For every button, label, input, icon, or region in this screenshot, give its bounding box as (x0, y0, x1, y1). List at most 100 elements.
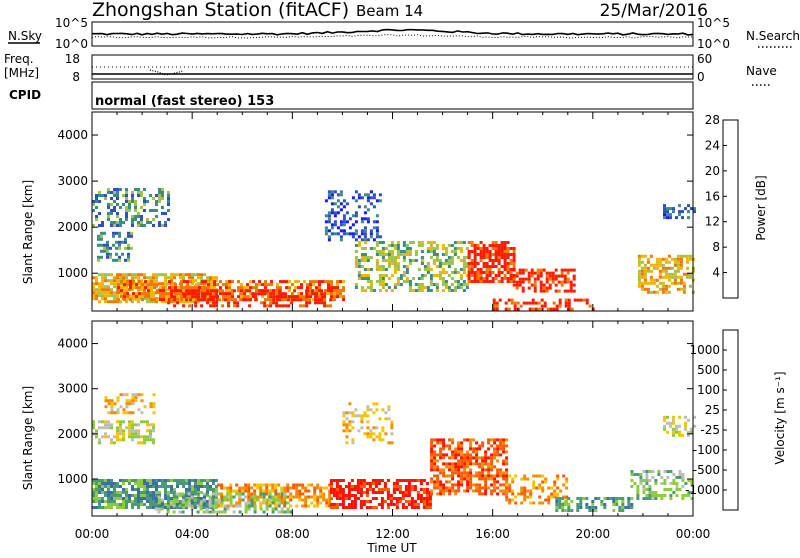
velocity-cell (131, 426, 134, 430)
power-cell (191, 292, 195, 296)
power-cell (342, 232, 346, 236)
power-cell (315, 292, 318, 296)
velocity-cell (253, 507, 257, 511)
power-cell (515, 283, 519, 287)
velocity-cell (92, 423, 95, 427)
velocity-cell (347, 485, 351, 488)
velocity-cell (678, 488, 682, 491)
velocity-cell (214, 501, 218, 505)
velocity-cell (116, 399, 120, 403)
power-cell (675, 216, 678, 220)
power-cell (327, 220, 331, 224)
power-cell (143, 288, 146, 292)
velocity-cell (341, 503, 345, 506)
power-cell (215, 276, 218, 280)
power-cell (506, 256, 510, 259)
power-cell (423, 268, 427, 271)
velocity-cell (386, 494, 390, 497)
power-cell (98, 212, 101, 215)
velocity-cell (523, 486, 527, 490)
power-cell (164, 212, 167, 215)
power-cell (444, 250, 448, 253)
velocity-cell (496, 480, 500, 484)
velocity-cell (244, 507, 248, 511)
power-cell (363, 247, 367, 250)
colorbar-tick-label: 24 (705, 138, 720, 152)
velocity-cell (137, 482, 140, 485)
velocity-cell (457, 450, 461, 454)
velocity-cell (107, 497, 110, 500)
velocity-cell (155, 497, 158, 500)
power-cell (687, 210, 690, 214)
power-cell (426, 286, 430, 289)
freq-panel (91, 54, 694, 80)
power-cell (390, 244, 394, 247)
velocity-cell (350, 494, 354, 497)
power-cell (329, 298, 333, 302)
velocity-ytick-label: 3000 (57, 382, 88, 396)
power-cell (408, 250, 412, 253)
velocity-cell (137, 503, 140, 506)
velocity-cell (146, 485, 149, 488)
power-cell (512, 253, 516, 256)
power-cell (363, 241, 367, 244)
velocity-cell (523, 489, 527, 493)
power-cell (308, 301, 312, 305)
freq-tick-top: 18 (65, 52, 80, 66)
power-cell (113, 191, 116, 194)
power-cell (107, 279, 110, 283)
power-cell (429, 250, 433, 253)
power-cell (207, 295, 210, 299)
power-cell (309, 280, 312, 284)
power-cell (500, 247, 504, 250)
power-cell (134, 273, 137, 277)
power-cell (342, 217, 346, 221)
power-cell (215, 301, 219, 305)
power-cell (131, 300, 134, 304)
power-cell (107, 218, 110, 221)
velocity-cell (681, 433, 684, 437)
velocity-cell (541, 501, 545, 505)
power-cell (138, 295, 141, 299)
velocity-cell (690, 497, 694, 500)
velocity-cell (119, 506, 122, 509)
velocity-cell (351, 414, 355, 418)
power-cell (123, 295, 126, 299)
nsky-trace (92, 28, 694, 36)
power-cell (327, 217, 331, 221)
power-cell (456, 286, 460, 289)
velocity-cell (197, 482, 200, 485)
power-cell (141, 283, 144, 287)
power-cell (239, 292, 243, 296)
power-cell (363, 205, 367, 209)
power-cell (485, 250, 489, 253)
power-cell (98, 294, 101, 298)
velocity-cell (152, 482, 155, 485)
power-cell (470, 244, 474, 247)
velocity-cell (439, 480, 443, 484)
velocity-cell (395, 503, 399, 506)
velocity-cell (319, 495, 323, 499)
velocity-cell (425, 488, 429, 491)
velocity-cell (332, 488, 336, 491)
power-cell (549, 307, 553, 311)
power-cell (116, 291, 119, 295)
power-cell (479, 241, 483, 244)
power-cell (509, 253, 513, 256)
power-cell (387, 277, 391, 280)
power-cell (252, 295, 255, 299)
power-cell (270, 289, 273, 293)
velocity-cell (466, 471, 470, 475)
power-cell (414, 289, 418, 292)
velocity-cell (125, 506, 128, 509)
velocity-cell (128, 429, 131, 433)
velocity-cell (350, 479, 354, 482)
velocity-cell (457, 480, 461, 484)
power-cell (354, 259, 358, 262)
power-cell (125, 197, 128, 200)
power-cell (494, 247, 498, 250)
velocity-cell (478, 465, 482, 469)
power-cell (158, 197, 161, 200)
velocity-cell (481, 477, 485, 481)
velocity-cell (313, 486, 317, 490)
